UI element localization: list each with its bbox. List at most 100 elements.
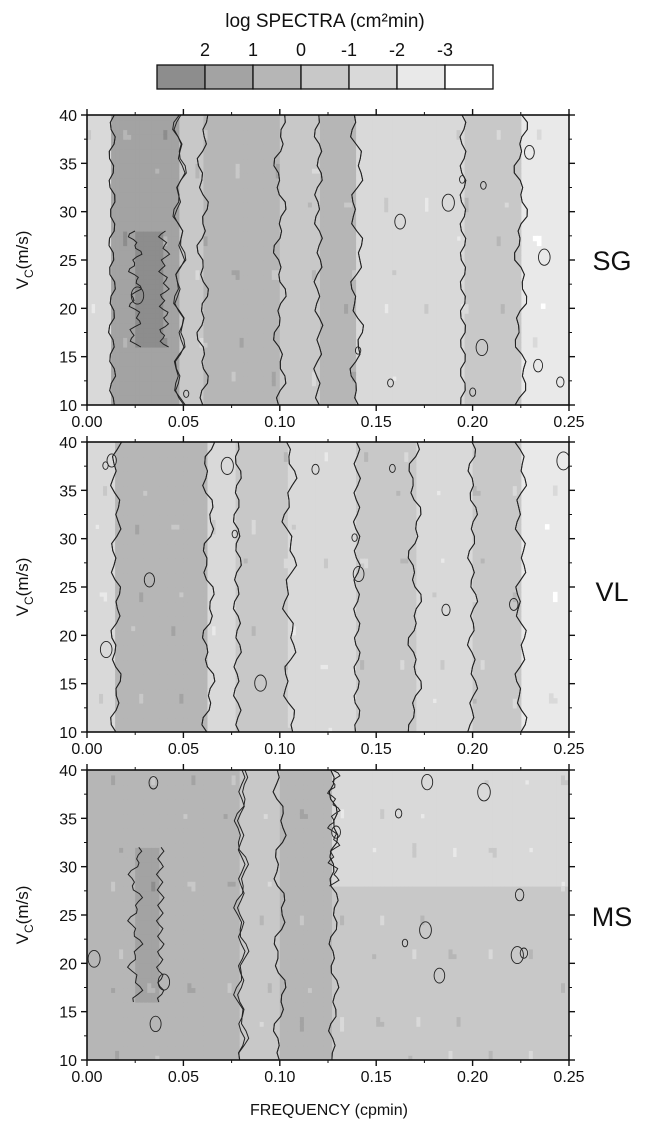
- legend-swatch-3: [300, 64, 350, 90]
- contour-line: [232, 442, 242, 732]
- legend-level-label: -1: [341, 40, 357, 60]
- contour-blob: [130, 286, 145, 305]
- contour-blob: [556, 376, 565, 388]
- x-tick-label: 0.15: [361, 1069, 392, 1086]
- contour-line: [272, 770, 287, 1060]
- contour-blob: [149, 1015, 162, 1033]
- contour-blob: [477, 782, 491, 802]
- contour-line: [466, 442, 479, 732]
- x-tick-label: 0.10: [264, 1069, 295, 1086]
- contour-blob: [143, 572, 155, 588]
- contour-line: [233, 770, 250, 1060]
- legend-level-label: -2: [389, 40, 405, 60]
- contour-blob: [157, 973, 171, 991]
- contour-blob: [510, 946, 524, 965]
- contour-blob: [538, 248, 551, 266]
- y-tick-label: 40: [59, 763, 77, 780]
- contour-line: [407, 442, 422, 732]
- x-tick-label: 0.20: [457, 414, 488, 431]
- y-axis-title: VC(m/s): [13, 231, 36, 290]
- x-tick-label: 0.15: [361, 414, 392, 431]
- contour-blob: [220, 456, 234, 475]
- contour-blob: [459, 175, 466, 184]
- y-tick-label: 20: [59, 956, 77, 973]
- contour-line: [173, 115, 186, 405]
- legend-swatch-4: [348, 64, 398, 90]
- contour-line: [513, 115, 528, 405]
- contour-blob: [509, 597, 519, 611]
- legend: log SPECTRA (cm²min) 2 1 0 -1 -2 -3: [156, 11, 494, 90]
- contour-line: [236, 770, 246, 1060]
- contour-blob: [183, 389, 190, 398]
- legend-title: log SPECTRA (cm²min): [225, 11, 425, 32]
- y-tick-label: 15: [59, 350, 77, 367]
- y-tick-label: 25: [59, 580, 77, 597]
- contour-blob: [441, 603, 451, 617]
- contour-field: [87, 770, 569, 1060]
- contour-blob: [387, 378, 394, 388]
- contour-line: [108, 115, 117, 405]
- contour-blob: [524, 144, 535, 160]
- legend-level-label: 2: [200, 40, 210, 60]
- x-tick-label: 0.00: [71, 414, 102, 431]
- x-tick-label: 0.15: [361, 741, 392, 758]
- x-tick-label: 0.20: [457, 741, 488, 758]
- legend-swatch-2: [252, 64, 302, 90]
- y-tick-label: 40: [59, 435, 77, 452]
- contour-line: [272, 115, 287, 405]
- contour-blob: [331, 825, 341, 839]
- y-tick-label: 15: [59, 1005, 77, 1022]
- legend-swatch-5: [396, 64, 446, 90]
- contour-blob: [351, 533, 358, 542]
- legend-items: 2 1 0 -1 -2 -3: [156, 40, 494, 90]
- x-axis-title: FREQUENCY (cpmin): [250, 1102, 408, 1119]
- contour-blob: [311, 463, 320, 475]
- y-tick-label: 30: [59, 532, 77, 549]
- y-tick-label: 40: [59, 108, 77, 125]
- contour-blob: [254, 674, 267, 692]
- panel-label-sg: SG: [592, 246, 631, 276]
- legend-level-label: 0: [296, 40, 306, 60]
- contour-line: [155, 847, 165, 1003]
- contour-blob: [389, 463, 396, 473]
- x-tick-label: 0.05: [168, 1069, 199, 1086]
- contour-blob: [514, 888, 525, 902]
- contour-line: [201, 442, 216, 732]
- contour-field: [87, 442, 569, 732]
- y-tick-label: 15: [59, 677, 77, 694]
- x-tick-label: 0.25: [553, 1069, 584, 1086]
- x-tick-label: 0.25: [553, 414, 584, 431]
- contour-line: [281, 442, 298, 732]
- x-tick-label: 0.25: [553, 741, 584, 758]
- panel-label-vl: VL: [595, 577, 628, 607]
- contour-blob: [480, 181, 487, 190]
- panel-sg: SG 10 15 20 25 30 35 40 0.00 0.05 0.10 0.15 0.20 0.2…: [13, 108, 632, 431]
- y-axis-title: VC(m/s): [13, 558, 36, 617]
- y-tick-label: 10: [59, 398, 77, 415]
- contour-blob: [433, 967, 446, 984]
- y-tick-label: 25: [59, 908, 77, 925]
- contour-line: [514, 442, 528, 732]
- contour-field: [87, 115, 569, 405]
- contour-blob: [87, 949, 101, 968]
- y-tick-label: 10: [59, 1053, 77, 1070]
- panel-label-ms: MS: [592, 902, 633, 932]
- x-tick-label: 0.00: [71, 741, 102, 758]
- y-tick-label: 10: [59, 725, 77, 742]
- contour-blob: [556, 451, 569, 471]
- contour-line: [172, 115, 187, 405]
- y-tick-label: 20: [59, 628, 77, 645]
- contour-line: [352, 442, 361, 732]
- x-tick-label: 0.00: [71, 1069, 102, 1086]
- contour-line: [313, 115, 324, 405]
- contour-blob: [421, 773, 434, 791]
- contour-blob: [394, 808, 403, 819]
- y-tick-label: 25: [59, 253, 77, 270]
- y-tick-label: 30: [59, 205, 77, 222]
- panel-vl: VL 10 15 20 25 30 35 40 0.00 0.05 0.10 0.15 0.20 0.2…: [13, 435, 629, 758]
- contour-blob: [99, 640, 113, 659]
- contour-line: [126, 847, 144, 1003]
- y-tick-label: 35: [59, 811, 77, 828]
- x-tick-label: 0.05: [168, 414, 199, 431]
- contour-blob: [441, 193, 455, 212]
